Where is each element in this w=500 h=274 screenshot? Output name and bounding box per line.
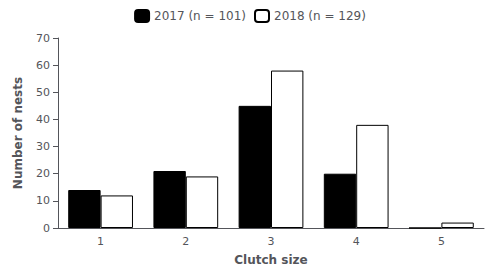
svg-text:70: 70 xyxy=(36,32,50,45)
svg-text:3: 3 xyxy=(268,235,275,248)
svg-text:Clutch size: Clutch size xyxy=(234,253,307,267)
svg-text:5: 5 xyxy=(438,235,445,248)
svg-text:40: 40 xyxy=(36,113,50,126)
svg-text:30: 30 xyxy=(36,140,50,153)
svg-text:2017 (n = 101): 2017 (n = 101) xyxy=(154,9,246,23)
svg-text:60: 60 xyxy=(36,59,50,72)
svg-text:1: 1 xyxy=(97,235,104,248)
svg-text:4: 4 xyxy=(353,235,360,248)
svg-text:10: 10 xyxy=(36,194,50,207)
svg-text:20: 20 xyxy=(36,167,50,180)
svg-text:50: 50 xyxy=(36,86,50,99)
svg-text:2018 (n = 129): 2018 (n = 129) xyxy=(274,9,366,23)
svg-text:0: 0 xyxy=(43,222,50,235)
svg-text:Number of nests: Number of nests xyxy=(11,77,25,189)
svg-text:2: 2 xyxy=(182,235,189,248)
